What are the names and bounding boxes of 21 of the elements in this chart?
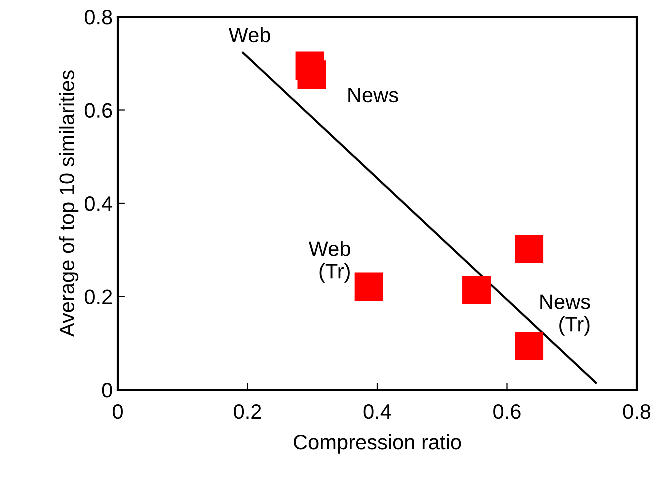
x-tick-label: 0.4 xyxy=(364,404,392,420)
x-tick-label: 0.6 xyxy=(494,404,521,420)
x-tick-label: 0.8 xyxy=(623,404,651,420)
annotation: News (Tr) xyxy=(540,294,590,336)
point xyxy=(354,272,384,302)
y-tick-label: 0.6 xyxy=(84,103,112,118)
point xyxy=(515,332,544,360)
x-tick-label: 0 xyxy=(113,404,123,420)
x-tick-label: 0.2 xyxy=(234,404,262,420)
annotation: News xyxy=(348,88,398,103)
y-tick-label: 0.8 xyxy=(84,10,112,25)
annotation: Web (Tr) xyxy=(308,241,350,283)
x-axis-title: Compression ratio xyxy=(294,434,462,454)
annotation: Web xyxy=(228,27,270,43)
point xyxy=(298,60,326,90)
point xyxy=(515,234,544,264)
y-tick-label: 0 xyxy=(102,383,112,398)
point xyxy=(462,276,491,304)
y-axis-title: Average of top 10 similarities xyxy=(59,70,79,338)
y-tick-label: 0.4 xyxy=(84,196,113,212)
y-tick-label: 0.2 xyxy=(84,290,112,305)
